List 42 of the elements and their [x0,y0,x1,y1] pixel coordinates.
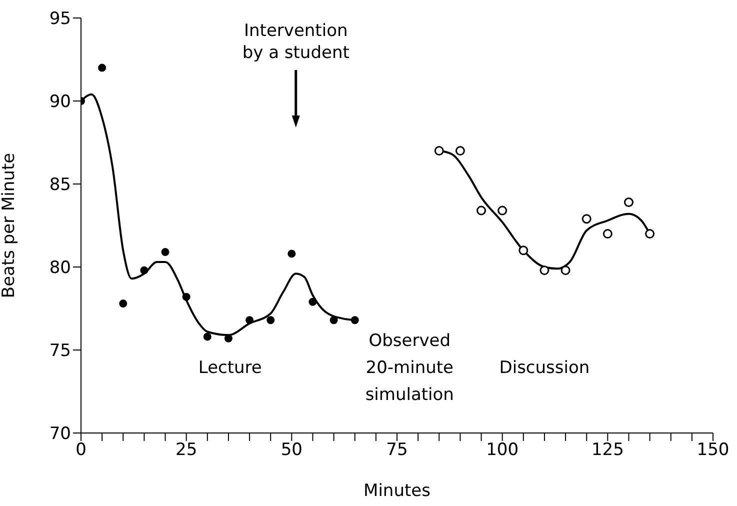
point [308,298,317,306]
point [518,246,528,256]
point [140,266,148,274]
x-tick-label: 0 [76,440,86,460]
point [98,64,106,72]
point [266,316,275,324]
point [330,316,338,324]
y-tick-label: 75 [49,341,71,362]
x-tick-label: 100 [486,440,519,460]
point [434,146,444,156]
point [182,292,190,301]
annotation: Observed 20-minute simulation [365,331,454,406]
point [119,300,128,308]
x-tick-label: 125 [591,440,624,460]
y-tick-label: 80 [49,258,71,278]
point [602,229,612,239]
x-tick-label: 25 [176,440,198,460]
point [455,146,465,156]
annotation: Lecture [198,358,262,378]
point [476,206,486,216]
x-tick-label: 75 [386,440,408,460]
point [203,332,212,341]
annotation: Discussion [499,358,590,378]
point [645,229,655,239]
point [161,248,170,256]
point [350,316,359,324]
point [246,316,254,324]
y-tick-label: 90 [49,92,71,112]
point [582,214,592,224]
y-tick-label: 95 [49,9,71,30]
point [288,250,296,258]
point [540,266,550,276]
x-axis-title: Minutes [364,481,431,501]
point [560,266,570,276]
y-axis-title: Beats per Minute [0,152,20,298]
y-tick-label: 85 [49,175,71,196]
x-tick-label: 50 [280,440,302,460]
y-tick-label: 70 [49,424,71,444]
point [624,198,634,208]
x-tick-label: 150 [696,440,730,460]
point [498,206,508,216]
annotation: Intervention by a student [242,21,350,63]
